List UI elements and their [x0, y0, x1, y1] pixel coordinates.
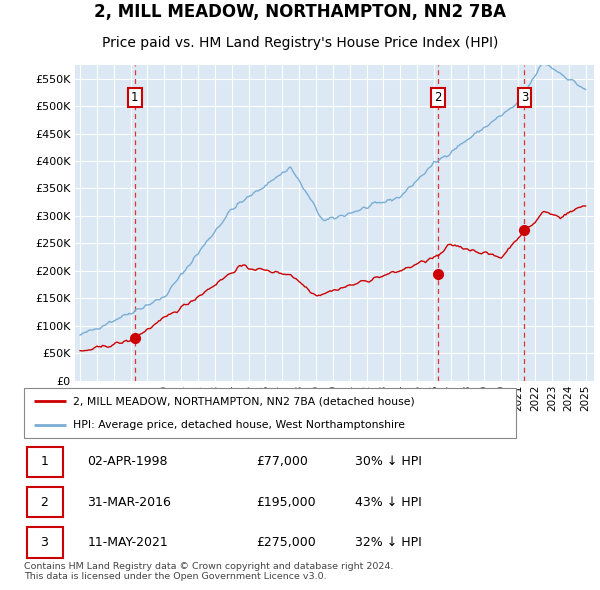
Text: 2, MILL MEADOW, NORTHAMPTON, NN2 7BA: 2, MILL MEADOW, NORTHAMPTON, NN2 7BA — [94, 3, 506, 21]
Text: £275,000: £275,000 — [256, 536, 316, 549]
FancyBboxPatch shape — [24, 388, 516, 438]
FancyBboxPatch shape — [27, 487, 62, 517]
Text: 2: 2 — [434, 91, 442, 104]
Text: 3: 3 — [40, 536, 49, 549]
Text: 32% ↓ HPI: 32% ↓ HPI — [355, 536, 422, 549]
FancyBboxPatch shape — [27, 527, 62, 558]
Text: Contains HM Land Registry data © Crown copyright and database right 2024.
This d: Contains HM Land Registry data © Crown c… — [24, 562, 394, 581]
Text: 1: 1 — [40, 455, 49, 468]
Text: 3: 3 — [521, 91, 528, 104]
Text: £77,000: £77,000 — [256, 455, 308, 468]
FancyBboxPatch shape — [27, 447, 62, 477]
Text: 2, MILL MEADOW, NORTHAMPTON, NN2 7BA (detached house): 2, MILL MEADOW, NORTHAMPTON, NN2 7BA (de… — [73, 396, 415, 406]
Text: 1: 1 — [131, 91, 139, 104]
Text: 43% ↓ HPI: 43% ↓ HPI — [355, 496, 422, 509]
Text: 30% ↓ HPI: 30% ↓ HPI — [355, 455, 422, 468]
Text: HPI: Average price, detached house, West Northamptonshire: HPI: Average price, detached house, West… — [73, 420, 405, 430]
Text: 11-MAY-2021: 11-MAY-2021 — [88, 536, 168, 549]
Text: 31-MAR-2016: 31-MAR-2016 — [88, 496, 172, 509]
Text: £195,000: £195,000 — [256, 496, 316, 509]
Text: 2: 2 — [40, 496, 49, 509]
Text: 02-APR-1998: 02-APR-1998 — [88, 455, 168, 468]
Text: Price paid vs. HM Land Registry's House Price Index (HPI): Price paid vs. HM Land Registry's House … — [102, 36, 498, 50]
